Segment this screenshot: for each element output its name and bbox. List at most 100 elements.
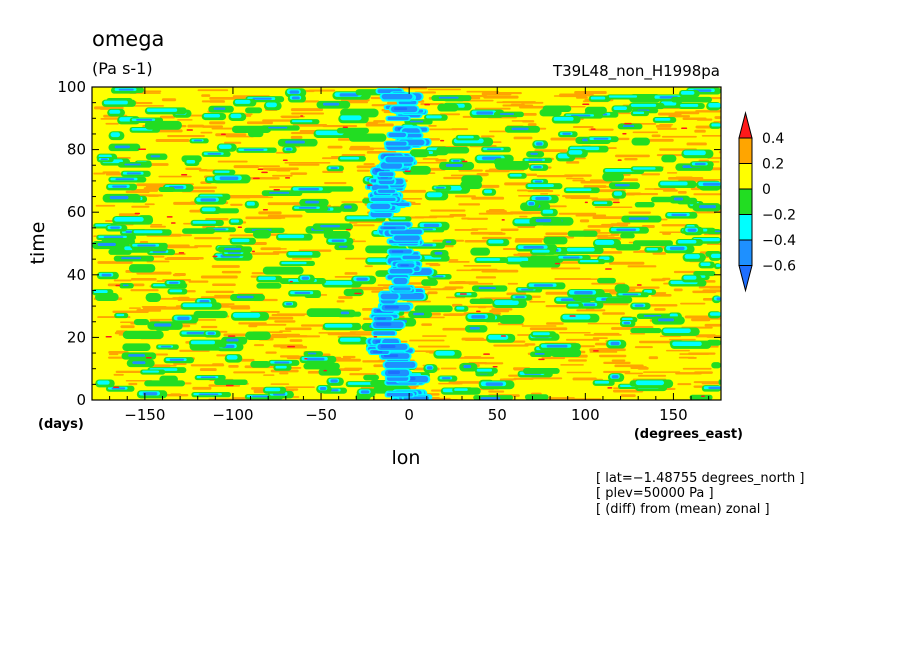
field-blob-negative — [281, 261, 307, 265]
field-speck-high — [440, 139, 445, 142]
field-blob-strong — [380, 293, 399, 300]
field-blob-negative — [535, 218, 552, 223]
field-blob-negative — [289, 90, 300, 94]
field-speck-high — [483, 353, 490, 355]
field-streak-positive — [632, 131, 659, 134]
field-blob-negative — [457, 135, 474, 139]
field-streak-positive — [162, 244, 190, 248]
field-streak-positive — [630, 366, 648, 370]
field-blob-negative — [344, 205, 352, 209]
field-blob-negative — [470, 247, 491, 256]
field-blob-negative — [115, 178, 135, 181]
field-speck-high — [501, 219, 505, 221]
field-streak-positive — [253, 344, 265, 347]
field-streak-positive — [409, 339, 445, 342]
field-streak-positive — [177, 119, 193, 121]
field-blob-negative — [562, 256, 580, 259]
field-blob-strong — [389, 268, 413, 274]
field-blob-negative — [445, 240, 452, 243]
field-blob-negative — [122, 330, 164, 339]
field-streak-positive — [483, 95, 519, 99]
field-streak-positive — [288, 163, 320, 166]
field-streak-positive — [192, 386, 212, 390]
field-blob-negative — [616, 228, 637, 231]
annotation-pressure-level: [ plev=50000 Pa ] — [596, 486, 714, 501]
field-streak-positive — [696, 118, 713, 121]
field-streak-positive — [594, 206, 633, 209]
field-blob-negative — [567, 303, 579, 307]
field-blob-negative — [660, 181, 688, 186]
colorbar-label: 0.2 — [762, 157, 784, 173]
field-streak-positive — [457, 356, 495, 359]
field-blob-negative — [608, 95, 638, 98]
field-blob-negative — [614, 183, 630, 187]
x-tick-label: 100 — [571, 406, 600, 424]
y-tick-label: 40 — [67, 266, 86, 284]
field-speck-high — [424, 103, 431, 106]
field-blob-negative — [711, 123, 721, 127]
field-streak-positive — [458, 169, 483, 172]
field-streak-positive — [540, 193, 549, 195]
field-blob-negative — [269, 191, 290, 194]
colorbar-label: −0.4 — [762, 233, 796, 249]
field-streak-positive — [704, 323, 721, 327]
field-blob-strong — [398, 100, 417, 105]
colorbar-box — [738, 188, 753, 215]
field-blob-negative — [330, 379, 338, 383]
field-streak-positive — [529, 300, 546, 303]
field-streak-positive — [702, 289, 721, 293]
field-streak-positive — [673, 270, 699, 274]
field-streak-positive — [668, 176, 704, 180]
field-speck-high — [582, 103, 590, 106]
field-streak-positive — [608, 261, 645, 265]
field-streak-positive — [458, 305, 496, 308]
field-blob-negative — [136, 119, 153, 121]
field-speck-high — [476, 310, 481, 313]
field-speck-high — [617, 159, 622, 161]
field-blob-negative — [169, 289, 183, 293]
field-streak-positive — [130, 289, 159, 292]
field-streak-positive — [644, 188, 656, 190]
colorbar-label: −0.2 — [762, 208, 796, 224]
field-blob-negative — [602, 172, 624, 182]
field-streak-positive — [714, 116, 721, 119]
field-streak-positive — [648, 356, 659, 360]
field-blob-strong — [380, 345, 396, 348]
field-blob-negative — [250, 361, 271, 368]
field-streak-positive — [480, 135, 495, 138]
field-streak-positive — [531, 377, 563, 380]
field-streak-positive — [167, 134, 205, 138]
field-streak-positive — [349, 147, 375, 151]
field-streak-positive — [290, 135, 303, 139]
field-speck-high — [134, 212, 141, 215]
field-speck-high — [166, 216, 173, 218]
field-blob-negative — [109, 109, 121, 114]
field-blob-negative — [718, 379, 721, 385]
field-streak-positive — [504, 182, 532, 186]
field-blob-negative — [331, 239, 345, 243]
field-blob-negative — [291, 96, 300, 100]
field-blob-negative — [534, 353, 545, 355]
field-streak-positive — [397, 87, 428, 90]
field-blob-negative — [445, 163, 463, 167]
field-streak-positive — [607, 198, 617, 201]
field-blob-negative — [715, 264, 721, 267]
heatmap-plot-area — [91, 86, 722, 401]
field-blob-negative — [574, 291, 593, 295]
field-streak-positive — [174, 273, 186, 276]
field-streak-positive — [263, 374, 275, 376]
field-blob-negative — [294, 291, 311, 295]
field-blob-negative — [630, 103, 657, 107]
field-blob-negative — [347, 382, 373, 385]
field-blob-negative — [499, 113, 515, 115]
field-speck-high — [590, 128, 596, 130]
field-streak-positive — [628, 211, 651, 214]
field-streak-positive — [271, 333, 300, 336]
field-blob-negative — [522, 368, 560, 374]
field-blob-negative — [116, 313, 125, 317]
field-streak-positive — [536, 174, 573, 178]
field-speck-high — [354, 292, 362, 295]
field-streak-positive — [558, 212, 597, 215]
field-streak-positive — [546, 322, 564, 325]
field-speck-high — [289, 280, 293, 283]
